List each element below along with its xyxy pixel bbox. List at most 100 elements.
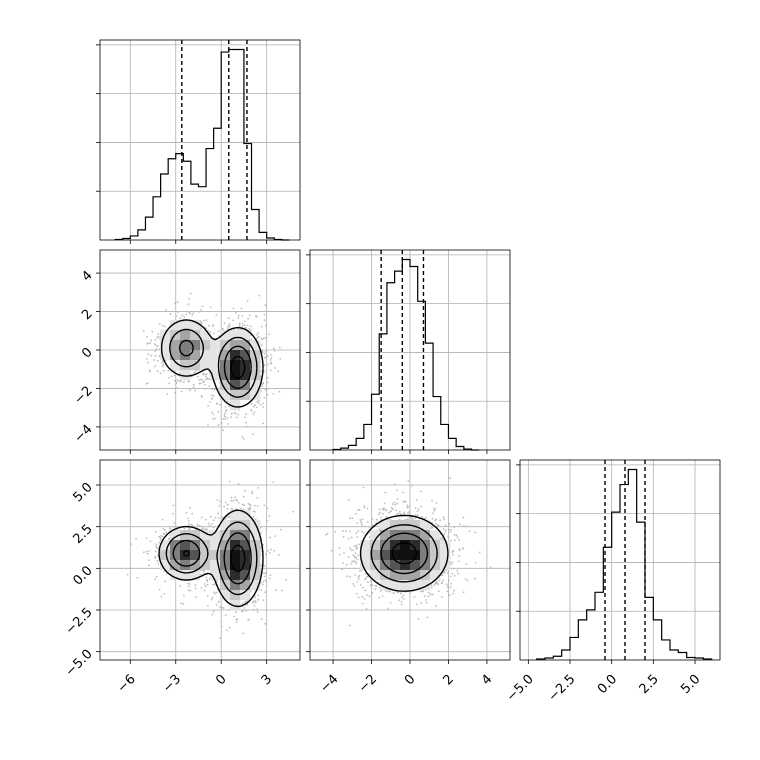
- sample-point: [252, 515, 255, 518]
- sample-point: [208, 385, 211, 387]
- sample-point: [388, 512, 390, 514]
- density-cell: [180, 320, 191, 331]
- sample-point: [279, 358, 282, 360]
- sample-point: [215, 604, 218, 606]
- sample-point: [265, 553, 267, 555]
- sample-point: [242, 437, 245, 440]
- sample-point: [157, 562, 160, 565]
- sample-point: [262, 406, 265, 408]
- sample-point: [130, 543, 132, 546]
- sample-point: [354, 556, 356, 559]
- sample-point: [458, 548, 461, 551]
- sample-point: [265, 389, 268, 392]
- sample-point: [168, 527, 171, 529]
- sample-point: [153, 343, 156, 346]
- sample-point: [359, 570, 361, 572]
- sample-point: [242, 632, 245, 635]
- sample-point: [443, 518, 445, 521]
- sample-point: [210, 394, 213, 397]
- sample-point: [198, 311, 200, 313]
- density-cell: [170, 350, 181, 361]
- sample-point: [458, 554, 461, 557]
- sample-point: [150, 354, 153, 357]
- sample-point: [269, 369, 272, 372]
- sample-point: [159, 372, 162, 375]
- sample-point: [434, 508, 437, 511]
- sample-point: [253, 504, 256, 507]
- sample-point: [393, 501, 395, 504]
- sample-point: [375, 585, 378, 587]
- sample-point: [230, 507, 233, 510]
- sample-point: [382, 508, 385, 511]
- sample-point: [247, 502, 250, 505]
- density-cell: [220, 350, 231, 361]
- sample-point: [201, 528, 204, 530]
- sample-point: [263, 337, 265, 340]
- sample-point: [205, 576, 208, 579]
- sample-point: [366, 575, 368, 578]
- sample-point: [374, 588, 377, 590]
- sample-point: [361, 518, 364, 521]
- sample-point: [356, 593, 358, 595]
- sample-point: [447, 587, 450, 589]
- sample-point: [386, 607, 389, 610]
- sample-point: [220, 625, 223, 628]
- sample-point: [211, 388, 214, 391]
- sample-point: [263, 314, 266, 316]
- sample-point: [429, 593, 431, 596]
- sample-point: [202, 570, 205, 572]
- sample-point: [272, 481, 275, 483]
- sample-point: [420, 505, 422, 508]
- sample-point: [179, 585, 182, 588]
- sample-point: [200, 378, 202, 381]
- sample-point: [235, 311, 238, 314]
- sample-point: [220, 620, 223, 623]
- sample-point: [389, 590, 391, 593]
- sample-point: [222, 418, 225, 420]
- sample-point: [162, 363, 165, 366]
- density-cell: [210, 360, 221, 371]
- sample-point: [456, 569, 459, 572]
- sample-point: [447, 535, 449, 538]
- sample-point: [453, 533, 456, 536]
- histogram-step: [114, 48, 290, 241]
- sample-point: [142, 551, 145, 554]
- sample-point: [183, 316, 186, 318]
- sample-point: [257, 487, 260, 489]
- sample-point: [364, 578, 366, 581]
- density-cell: [180, 370, 191, 381]
- sample-point: [232, 319, 235, 322]
- sample-point: [395, 513, 398, 516]
- sample-point: [366, 521, 369, 524]
- sample-point: [458, 538, 461, 541]
- sample-point: [243, 320, 246, 323]
- sample-point: [269, 574, 272, 577]
- density-cell: [230, 380, 241, 391]
- sample-point: [212, 610, 215, 613]
- sample-point: [266, 387, 269, 390]
- sample-point: [453, 526, 456, 528]
- sample-point: [435, 580, 438, 583]
- density-cell: [160, 550, 171, 561]
- sample-point: [443, 572, 445, 574]
- sample-point: [251, 492, 254, 495]
- sample-point: [432, 512, 434, 514]
- sample-point: [211, 397, 214, 400]
- sample-point: [266, 355, 269, 358]
- sample-point: [391, 503, 394, 505]
- sample-point: [161, 362, 163, 364]
- sample-point: [355, 544, 358, 547]
- density-cell: [230, 350, 241, 361]
- sample-point: [252, 405, 255, 408]
- sample-point: [442, 579, 445, 581]
- sample-point: [214, 516, 217, 519]
- sample-point: [266, 381, 269, 384]
- sample-point: [411, 518, 413, 520]
- sample-point: [189, 506, 191, 509]
- sample-point: [212, 418, 215, 420]
- sample-point: [450, 529, 453, 531]
- sample-point: [409, 592, 411, 594]
- sample-point: [366, 594, 368, 596]
- sample-point: [249, 330, 252, 332]
- sample-point: [277, 554, 280, 556]
